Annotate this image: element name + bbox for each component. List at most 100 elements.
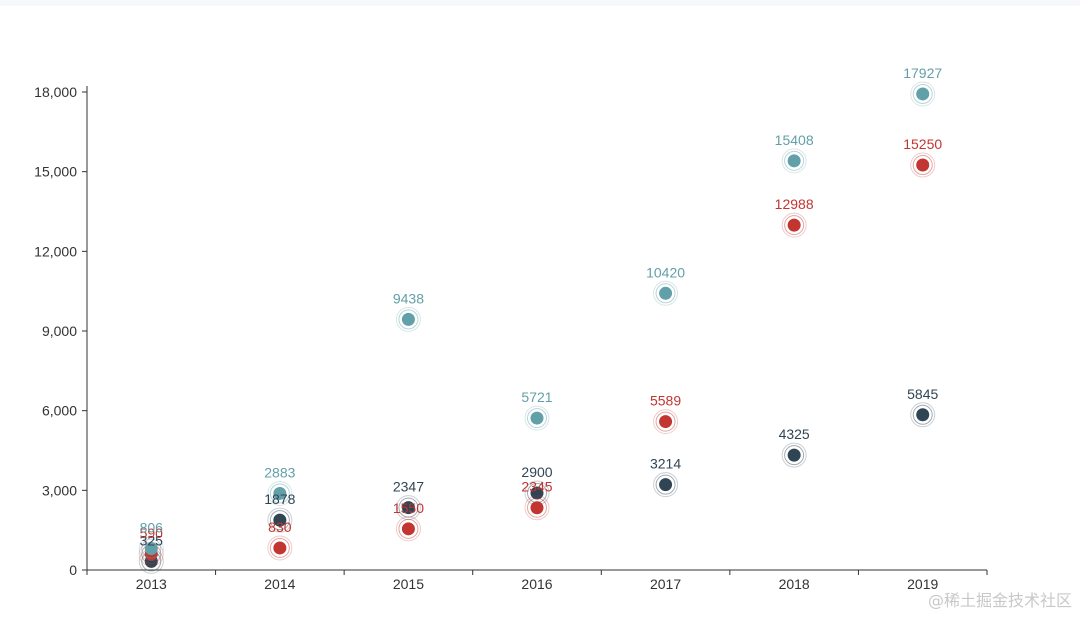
data-label: 1878 (264, 491, 295, 507)
point-dot (273, 541, 287, 555)
data-point (653, 472, 679, 498)
point-dot (530, 486, 544, 500)
ripple-ring-inner (527, 497, 547, 518)
data-label: 1550 (393, 500, 424, 516)
y-tick-label: 3,000 (42, 482, 77, 498)
point-dot (787, 154, 801, 168)
ripple-ring-inner (269, 510, 290, 531)
data-point (267, 480, 293, 506)
ripple-ring-inner (398, 309, 419, 330)
ripple-ring-inner (784, 215, 805, 236)
point-dot (659, 415, 673, 429)
ripple-ring-inner (912, 404, 933, 425)
point-dot (787, 218, 801, 232)
data-point (781, 148, 807, 174)
x-axis: 2013 2014 2015 2016 2017 2018 2019 (86, 569, 988, 592)
point-dot (787, 448, 801, 462)
data-label: 590 (140, 525, 164, 541)
data-label: 4325 (779, 426, 810, 442)
data-label: 5589 (650, 393, 681, 409)
data-label: 10420 (646, 264, 685, 280)
x-tick-label: 2015 (393, 576, 424, 592)
point-dot (659, 478, 673, 492)
x-tick-label: 2018 (779, 576, 810, 592)
y-tick-label: 18,000 (34, 84, 77, 100)
ripple-ring-outer (395, 516, 421, 542)
point-dot (530, 501, 544, 515)
data-label: 830 (268, 519, 292, 535)
ripple-ring-inner (141, 538, 162, 559)
y-tick-label: 12,000 (34, 243, 77, 259)
x-tick-label: 2013 (136, 576, 167, 592)
point-dot (916, 87, 930, 101)
point-dot (401, 312, 415, 326)
data-label: 15408 (775, 132, 814, 148)
ripple-ring-inner (784, 150, 805, 171)
x-tick-label: 2019 (907, 576, 938, 592)
data-point (910, 402, 936, 428)
ripple-ring-outer (781, 442, 807, 468)
data-point (653, 409, 679, 435)
top-strip (0, 0, 1080, 6)
ripple-ring-outer (653, 472, 679, 498)
ripple-ring-inner (655, 283, 676, 304)
point-dot (401, 501, 415, 515)
y-tick-label: 6,000 (42, 403, 77, 419)
point-dot (273, 513, 287, 527)
ripple-ring-outer (910, 81, 936, 107)
point-dot (916, 408, 930, 422)
ripple-ring-outer (781, 148, 807, 174)
data-point (138, 536, 164, 562)
ripple-ring-inner (398, 518, 419, 539)
ripple-ring-outer (524, 495, 550, 521)
y-axis: 0 3,000 6,000 9,000 12,000 15,000 18,000 (34, 84, 88, 578)
ripple-ring-outer (138, 541, 164, 567)
data-label: 5845 (907, 386, 938, 402)
data-point (781, 212, 807, 238)
x-tick-label: 2016 (521, 576, 552, 592)
y-tick-label: 15,000 (34, 164, 77, 180)
ripple-ring-inner (527, 408, 547, 429)
point-dot (401, 522, 415, 536)
ripple-ring-outer (267, 480, 293, 506)
data-label: 2347 (393, 479, 424, 495)
data-point (395, 306, 421, 332)
ripple-ring-outer (653, 409, 679, 435)
ripple-ring-inner (269, 483, 290, 504)
data-point (267, 507, 293, 533)
ripple-ring-outer (138, 536, 164, 562)
ripple-ring-outer (267, 535, 293, 561)
data-point (910, 81, 936, 107)
ripple-ring-outer (524, 405, 550, 431)
ripple-ring-inner (269, 537, 290, 558)
watermark: @稀土掘金技术社区 (927, 591, 1072, 610)
x-tick-label: 2014 (264, 576, 295, 592)
data-point (395, 516, 421, 542)
y-tick-label: 0 (69, 562, 77, 578)
ripple-ring-outer (910, 152, 936, 178)
data-point (524, 405, 550, 431)
ripple-ring-inner (655, 474, 676, 495)
ripple-ring-inner (912, 155, 933, 176)
point-dot (659, 286, 673, 300)
y-tick-label: 9,000 (42, 323, 77, 339)
point-dot (530, 411, 544, 425)
data-label: 12988 (775, 196, 814, 212)
point-dot (916, 158, 930, 172)
point-dot (273, 486, 287, 500)
data-label: 9438 (393, 290, 424, 306)
ripple-ring-outer (910, 402, 936, 428)
data-label: 2900 (521, 464, 552, 480)
data-label: 2883 (264, 464, 295, 480)
ripple-ring-inner (912, 83, 933, 104)
ripple-ring-outer (267, 507, 293, 533)
point-dot (144, 542, 158, 556)
data-point (395, 495, 421, 521)
data-point (653, 280, 679, 306)
ripple-ring-outer (781, 212, 807, 238)
data-label: 15250 (903, 136, 942, 152)
data-point (267, 535, 293, 561)
data-point (910, 152, 936, 178)
data-point (524, 495, 550, 521)
